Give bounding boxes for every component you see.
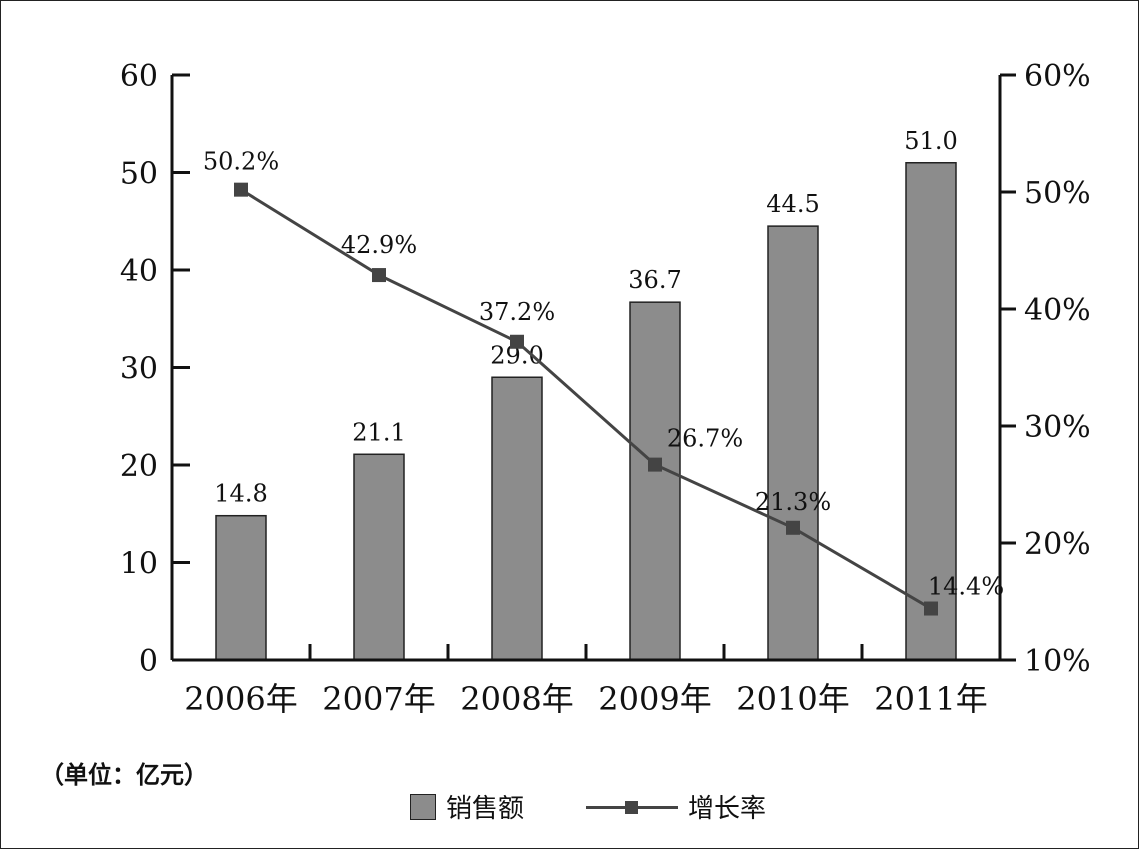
right-tick-label: 40% [1024, 293, 1091, 328]
line-data-label: 14.4% [928, 573, 1004, 601]
bar-data-label: 14.8 [214, 480, 267, 508]
line-point [510, 334, 524, 349]
bar-data-label: 36.7 [628, 266, 681, 294]
line-data-label: 21.3% [755, 488, 831, 516]
bar-data-label: 44.5 [766, 190, 819, 218]
left-tick-label: 60 [120, 59, 158, 94]
left-tick-label: 20 [120, 449, 158, 484]
line-point [648, 457, 662, 472]
right-tick-label: 30% [1024, 410, 1091, 445]
left-tick-label: 50 [120, 157, 158, 192]
bar [491, 376, 543, 661]
line-point [372, 268, 386, 283]
bar [353, 453, 405, 661]
left-tick-label: 0 [139, 644, 158, 679]
x-tick-label: 2009年 [598, 680, 711, 718]
legend-item-bar: 销售额 [410, 788, 524, 825]
legend-line-swatch [586, 794, 678, 820]
legend-line-label: 增长率 [688, 794, 767, 824]
growth-rate-line [240, 188, 932, 610]
legend-bar-label: 销售额 [446, 794, 525, 824]
x-tick-label: 2008年 [460, 680, 573, 718]
x-tick-label: 2010年 [736, 680, 849, 718]
x-tick-label: 2011年 [874, 680, 987, 718]
line-data-label: 37.2% [479, 298, 555, 326]
left-tick-label: 10 [120, 547, 158, 582]
bar [215, 514, 267, 661]
line-data-label: 50.2% [203, 148, 279, 176]
right-tick-label: 50% [1024, 176, 1091, 211]
legend-bar-swatch [410, 793, 436, 820]
x-tick-label: 2006年 [184, 680, 297, 718]
line-point [786, 520, 800, 535]
line-data-label: 42.9% [341, 231, 417, 259]
line-data-label: 26.7% [667, 425, 743, 453]
legend-item-line: 增长率 [586, 788, 766, 825]
line-point [924, 601, 938, 616]
bar [629, 301, 681, 661]
unit-note: （单位：亿元） [40, 761, 208, 789]
left-tick-label: 40 [120, 254, 158, 289]
bar-data-label: 21.1 [352, 418, 405, 446]
left-tick-label: 30 [120, 352, 158, 387]
bar [767, 225, 819, 661]
x-tick-label: 2007年 [322, 680, 435, 718]
bar-data-label: 51.0 [904, 127, 957, 155]
right-tick-label: 10% [1024, 644, 1091, 679]
right-tick-label: 60% [1024, 59, 1091, 94]
right-tick-label: 20% [1024, 527, 1091, 562]
line-point [234, 182, 248, 197]
